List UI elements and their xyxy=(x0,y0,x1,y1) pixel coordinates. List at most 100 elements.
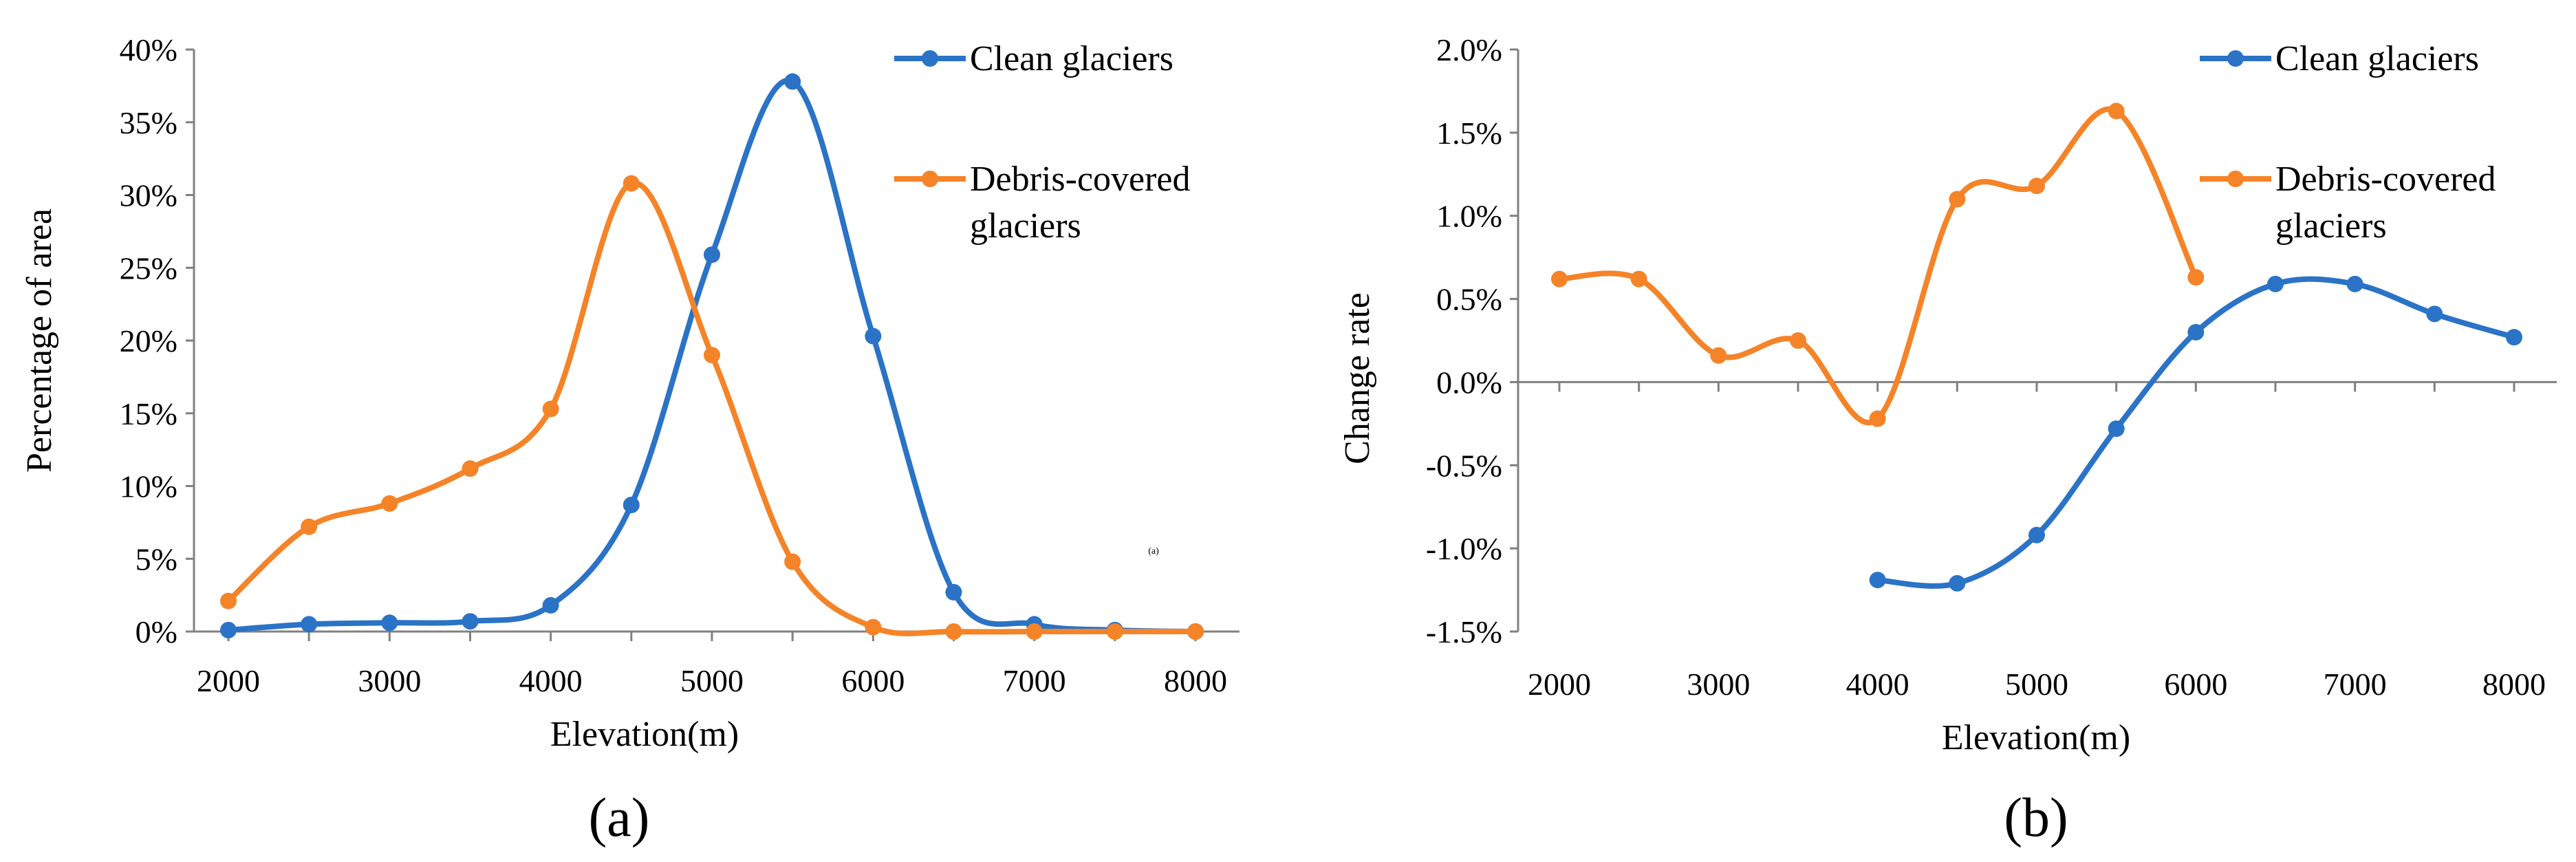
chart-b-point-debris xyxy=(2108,103,2125,120)
chart-a-point-clean xyxy=(301,616,318,633)
chart-a-series-line-clean xyxy=(226,78,1198,634)
chart-a-y-tick-label: 40% xyxy=(120,32,177,67)
chart-b-point-debris xyxy=(1869,410,1886,427)
chart-b-y-tick-label: -0.5% xyxy=(1426,448,1502,483)
chart-a-point-debris xyxy=(381,495,398,512)
chart-a-legend-clean-marker xyxy=(922,50,938,67)
chart-a-point-debris xyxy=(1187,623,1204,640)
chart-a-legend-debris-label: Debris-covered glaciers xyxy=(970,160,1200,246)
chart-b-y-tick-label: 1.0% xyxy=(1436,199,1502,234)
chart-a-y-axis: 0% 5% 10% 15% 20% 25% 30% 35% 40% xyxy=(120,32,195,649)
chart-a-legend-clean-label: Clean glaciers xyxy=(970,39,1173,78)
chart-a-legend: Clean glaciers Debris-covered glaciers xyxy=(894,39,1200,246)
chart-a-legend-debris-line1: Debris-covered xyxy=(970,160,1191,199)
chart-a-y-tick-label: 25% xyxy=(120,250,177,285)
chart-b-x-tick-label: 3000 xyxy=(1687,667,1750,702)
chart-a-point-debris xyxy=(220,592,237,610)
chart-a-legend-debris-marker xyxy=(922,171,938,187)
chart-b-y-tick-label: -1.0% xyxy=(1426,531,1502,566)
chart-a-point-clean xyxy=(220,621,237,638)
chart-b-point-debris xyxy=(1790,332,1806,349)
chart-b-point-debris xyxy=(2187,269,2205,286)
chart-b-point-clean xyxy=(2506,329,2522,346)
chart-a-x-tick-label: 8000 xyxy=(1164,663,1227,698)
chart-a-point-clean xyxy=(784,73,801,90)
chart-b-point-debris xyxy=(1949,191,1966,208)
chart-a-series-line-debris xyxy=(226,180,1198,636)
chart-b-x-tick-label: 7000 xyxy=(2324,667,2387,702)
chart-a-x-tick-label: 2000 xyxy=(197,663,260,698)
chart-b-point-clean xyxy=(2346,275,2363,292)
chart-a-x-tick-label: 4000 xyxy=(519,663,583,698)
chart-a-panel-label: (a) xyxy=(589,788,650,848)
chart-b: -1.5% -1.0% -0.5% 0.0% 0.5% 1.0% 1.5% 2.0% 2000… xyxy=(1338,32,2557,848)
chart-b-point-clean xyxy=(2267,275,2284,292)
chart-b-point-clean xyxy=(1869,572,1886,589)
chart-a-point-debris xyxy=(865,618,882,636)
chart-b-point-clean xyxy=(2028,526,2045,543)
chart-b-x-tick-label: 5000 xyxy=(2005,667,2068,702)
chart-b-point-clean xyxy=(1949,574,1966,592)
chart-b-y-tick-label: 2.0% xyxy=(1436,32,1502,67)
chart-a-x-tick-label: 3000 xyxy=(358,663,421,698)
chart-b-x-tick-label: 4000 xyxy=(1846,667,1909,702)
chart-a-point-clean xyxy=(542,596,559,614)
chart-a-y-tick-label: 35% xyxy=(120,105,177,140)
chart-a-x-tick-label: 6000 xyxy=(841,663,905,698)
chart-a-point-debris xyxy=(945,623,962,640)
chart-b-x-axis: 2000 3000 4000 5000 6000 7000 8000 xyxy=(1518,380,2557,702)
chart-a-point-clean xyxy=(704,246,720,263)
chart-b-point-clean xyxy=(2187,323,2205,341)
chart-b-x-tick-label: 8000 xyxy=(2482,667,2546,702)
chart-b-legend-clean-marker xyxy=(2227,50,2244,67)
chart-a-y-tick-label: 30% xyxy=(120,178,177,213)
chart-b-y-axis: -1.5% -1.0% -0.5% 0.0% 0.5% 1.0% 1.5% 2.0% xyxy=(1426,32,1519,649)
chart-a-point-debris xyxy=(704,347,720,364)
chart-a-series xyxy=(220,73,1204,640)
chart-a-point-clean xyxy=(865,327,882,345)
chart-b-point-debris xyxy=(2028,177,2045,195)
chart-b-series-line-clean xyxy=(1874,276,2517,589)
chart-b-series-line-debris xyxy=(1557,106,2199,426)
chart-a-y-tick-label: 15% xyxy=(120,396,177,431)
chart-b-y-tick-label: 0.5% xyxy=(1436,282,1502,317)
chart-b-point-debris xyxy=(1630,270,1647,288)
chart-b-legend-debris-label: Debris-covered glaciers xyxy=(2275,160,2505,246)
chart-b-legend: Clean glaciers Debris-covered glaciers xyxy=(2200,39,2505,246)
chart-a-y-tick-label: 5% xyxy=(136,541,177,577)
chart-a-y-ticks: 0% 5% 10% 15% 20% 25% 30% 35% 40% xyxy=(120,32,194,649)
chart-a-y-axis-label: Percentage of area xyxy=(20,208,59,473)
chart-b-y-tick-label: -1.5% xyxy=(1426,614,1502,649)
chart-b-x-tick-label: 2000 xyxy=(1528,667,1591,702)
chart-a-x-ticks: 2000 3000 4000 5000 6000 7000 8000 xyxy=(197,632,1227,698)
chart-b-legend-debris-marker xyxy=(2227,171,2244,187)
chart-b-x-axis-label: Elevation(m) xyxy=(1942,718,2130,757)
chart-a-point-debris xyxy=(1026,623,1043,640)
chart-a-point-debris xyxy=(784,553,801,570)
chart-b-y-tick-label: 1.5% xyxy=(1436,116,1502,151)
chart-a-point-clean xyxy=(623,496,640,513)
chart-a-x-axis: 2000 3000 4000 5000 6000 7000 8000 xyxy=(194,630,1240,698)
chart-a-y-tick-label: 0% xyxy=(136,614,177,649)
chart-a-y-tick-label: 20% xyxy=(120,323,177,358)
chart-b-panel-label: (b) xyxy=(2004,788,2068,848)
chart-b-y-tick-label: 0.0% xyxy=(1436,365,1502,400)
chart-b-legend-clean-label: Clean glaciers xyxy=(2275,39,2479,78)
chart-a-point-debris xyxy=(623,175,640,192)
chart-b-point-debris xyxy=(1551,270,1568,288)
chart-a-point-debris xyxy=(462,460,479,477)
chart-b-x-ticks: 2000 3000 4000 5000 6000 7000 8000 xyxy=(1528,382,2546,702)
chart-a-x-tick-label: 5000 xyxy=(680,663,744,698)
chart-b-point-clean xyxy=(2426,305,2443,323)
chart-b-legend-debris-line2: glaciers xyxy=(2275,206,2387,246)
chart-a-x-axis-label: Elevation(m) xyxy=(550,715,739,754)
chart-b-series xyxy=(1551,103,2522,592)
chart-b-point-clean xyxy=(2108,420,2125,438)
chart-b-x-tick-label: 6000 xyxy=(2164,667,2227,702)
chart-a-x-tick-label: 7000 xyxy=(1003,663,1066,698)
chart-a-point-clean xyxy=(945,583,962,601)
chart-b-legend-debris-line1: Debris-covered xyxy=(2275,160,2496,199)
chart-a-point-clean xyxy=(381,614,398,632)
chart-b-y-axis-label: Change rate xyxy=(1338,292,1377,464)
